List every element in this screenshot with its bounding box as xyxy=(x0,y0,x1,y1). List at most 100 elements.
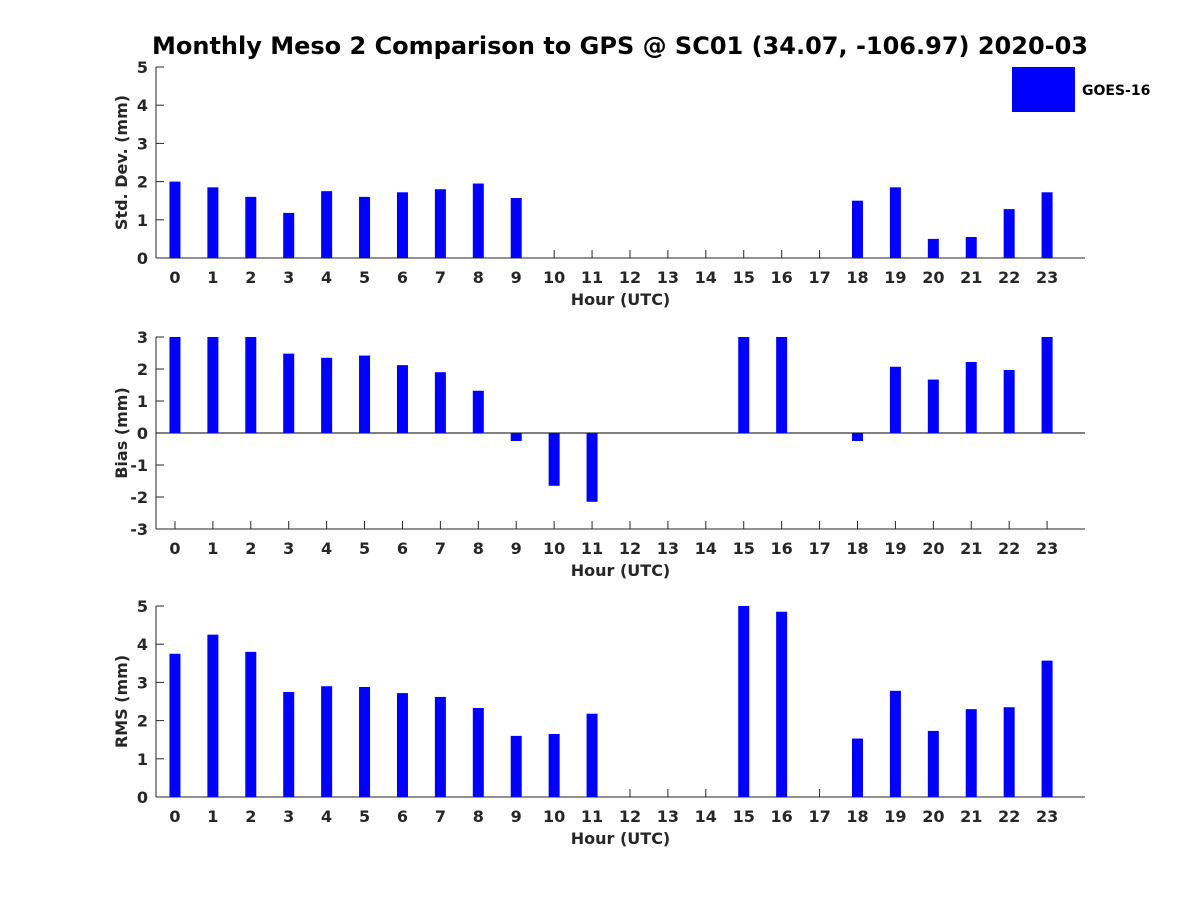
x-tick-label: 18 xyxy=(846,268,868,287)
y-tick-label: 5 xyxy=(137,58,148,77)
x-tick-label: 7 xyxy=(435,539,446,558)
x-tick-label: 6 xyxy=(397,807,408,826)
x-tick-label: 12 xyxy=(619,539,641,558)
bar xyxy=(965,236,977,258)
x-tick-label: 11 xyxy=(581,539,603,558)
bar xyxy=(927,730,939,797)
x-tick-label: 4 xyxy=(321,807,332,826)
x-tick-label: 1 xyxy=(207,807,218,826)
y-tick-label: 0 xyxy=(137,788,148,807)
y-tick-label: -2 xyxy=(130,488,148,507)
legend-label-goes-16: GOES-16 xyxy=(1082,83,1150,99)
x-tick-label: 17 xyxy=(808,539,830,558)
y-tick-label: 0 xyxy=(137,424,148,443)
x-tick-label: 1 xyxy=(207,268,218,287)
x-tick-label: 8 xyxy=(473,539,484,558)
x-tick-label: 13 xyxy=(657,268,679,287)
x-tick-label: 0 xyxy=(169,268,180,287)
bar xyxy=(586,713,598,797)
bar xyxy=(738,337,750,433)
x-axis-label: Hour (UTC) xyxy=(571,290,671,309)
legend: GOES-16 xyxy=(1012,67,1150,112)
x-tick-label: 2 xyxy=(245,268,256,287)
x-tick-label: 5 xyxy=(359,807,370,826)
y-tick-label: -1 xyxy=(130,456,148,475)
x-tick-label: 2 xyxy=(245,539,256,558)
x-tick-label: 3 xyxy=(283,539,294,558)
y-tick-label: 2 xyxy=(137,360,148,379)
bar xyxy=(927,238,939,258)
y-tick-label: 3 xyxy=(137,673,148,692)
bar xyxy=(321,357,333,433)
x-tick-label: 2 xyxy=(245,807,256,826)
bar xyxy=(776,337,788,433)
x-tick-label: 20 xyxy=(922,807,944,826)
x-tick-label: 5 xyxy=(359,268,370,287)
x-tick-label: 22 xyxy=(998,539,1020,558)
x-tick-label: 15 xyxy=(733,268,755,287)
bar xyxy=(321,191,333,258)
x-tick-label: 10 xyxy=(543,539,565,558)
y-axis-label: RMS (mm) xyxy=(112,655,131,748)
bar xyxy=(776,611,788,797)
x-tick-label: 18 xyxy=(846,539,868,558)
bar xyxy=(472,707,484,797)
x-tick-label: 9 xyxy=(511,268,522,287)
x-tick-label: 4 xyxy=(321,268,332,287)
bar xyxy=(169,181,181,258)
bar xyxy=(1041,660,1053,797)
bar xyxy=(927,379,939,433)
chart-title: Monthly Meso 2 Comparison to GPS @ SC01 … xyxy=(152,32,1088,60)
bar xyxy=(434,696,446,797)
bar xyxy=(1003,369,1015,433)
x-axis-label: Hour (UTC) xyxy=(571,561,671,580)
bar xyxy=(169,337,181,433)
bar xyxy=(283,691,295,797)
x-tick-label: 15 xyxy=(733,807,755,826)
bar xyxy=(207,337,219,433)
bar xyxy=(965,709,977,797)
bar xyxy=(548,733,560,797)
y-tick-label: 4 xyxy=(137,96,148,115)
bar xyxy=(245,651,257,797)
x-tick-label: 21 xyxy=(960,807,982,826)
x-tick-label: 8 xyxy=(473,807,484,826)
bar xyxy=(207,634,219,797)
bar xyxy=(889,366,901,433)
y-axis-label: Std. Dev. (mm) xyxy=(112,95,131,230)
bar xyxy=(207,187,219,258)
x-tick-label: 17 xyxy=(808,268,830,287)
y-tick-label: -3 xyxy=(130,520,148,539)
bar xyxy=(510,433,522,441)
x-tick-label: 9 xyxy=(511,539,522,558)
bar xyxy=(396,192,408,258)
bar xyxy=(510,198,522,258)
x-tick-label: 14 xyxy=(695,807,717,826)
y-tick-label: 3 xyxy=(137,328,148,347)
x-tick-label: 11 xyxy=(581,807,603,826)
y-tick-label: 3 xyxy=(137,134,148,153)
x-tick-label: 7 xyxy=(435,807,446,826)
x-tick-label: 22 xyxy=(998,807,1020,826)
x-tick-label: 3 xyxy=(283,807,294,826)
x-tick-label: 6 xyxy=(397,268,408,287)
y-axis-label: Bias (mm) xyxy=(112,387,131,479)
x-tick-label: 19 xyxy=(884,539,906,558)
x-axis-label: Hour (UTC) xyxy=(571,829,671,848)
x-tick-label: 7 xyxy=(435,268,446,287)
x-tick-label: 12 xyxy=(619,807,641,826)
bar xyxy=(396,693,408,797)
x-tick-label: 19 xyxy=(884,807,906,826)
bar xyxy=(359,355,371,433)
x-tick-label: 13 xyxy=(657,807,679,826)
x-tick-label: 20 xyxy=(922,539,944,558)
bar xyxy=(510,735,522,797)
x-tick-label: 19 xyxy=(884,268,906,287)
x-tick-label: 15 xyxy=(733,539,755,558)
bar xyxy=(548,433,560,486)
x-tick-label: 3 xyxy=(283,268,294,287)
x-tick-label: 14 xyxy=(695,539,717,558)
